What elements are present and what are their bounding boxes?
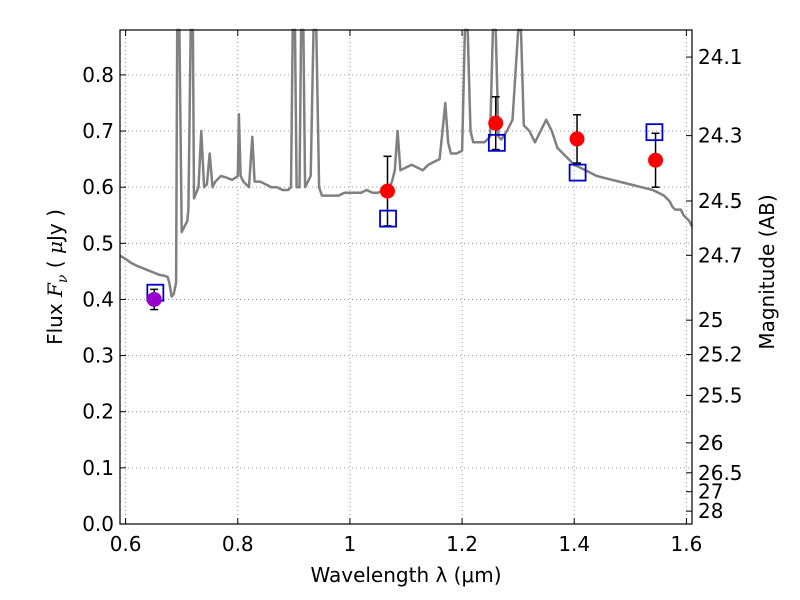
x-tick-label: 0.8 bbox=[222, 532, 254, 556]
right-tick-label: 25.5 bbox=[698, 383, 743, 407]
y-tick-label: 0.3 bbox=[82, 344, 114, 368]
y-tick-label: 0.6 bbox=[82, 175, 114, 199]
x-axis-label: Wavelength λ (μm) bbox=[310, 563, 501, 587]
synthetic-point bbox=[379, 209, 397, 228]
y-tick-label: 0.0 bbox=[82, 512, 114, 536]
y-tick-label: 0.7 bbox=[82, 119, 114, 143]
axis-ticks: 0.6 0.8 1 1.2 1.4 1.6 0.0 0.1 0.2 0.3 0.4 0.5 0.6 0.7… bbox=[82, 30, 743, 556]
x-tick-label: 1.2 bbox=[446, 532, 478, 556]
observed-point bbox=[146, 291, 162, 307]
right-tick-label: 24.1 bbox=[698, 45, 743, 69]
right-tick-label: 24.7 bbox=[698, 243, 743, 267]
model-spectrum-line bbox=[119, 28, 694, 298]
right-tick-label: 28 bbox=[698, 499, 723, 523]
x-tick-label: 1.4 bbox=[558, 532, 590, 556]
right-tick-label: 26 bbox=[698, 431, 723, 455]
plot-background bbox=[120, 30, 692, 524]
y-tick-label: 0.5 bbox=[82, 231, 114, 255]
y-tick-label: 0.8 bbox=[82, 63, 114, 87]
observed-point bbox=[379, 183, 395, 199]
right-tick-label: 24.3 bbox=[698, 124, 743, 148]
y-tick-label: 0.2 bbox=[82, 400, 114, 424]
grid-lines bbox=[120, 30, 692, 524]
right-axis-label: Magnitude (AB) bbox=[755, 194, 779, 349]
right-tick-label: 25 bbox=[698, 308, 723, 332]
x-tick-label: 1.6 bbox=[670, 532, 702, 556]
observed-point bbox=[569, 131, 585, 147]
synthetic-point bbox=[568, 163, 587, 182]
observed-photometry-group bbox=[146, 115, 664, 307]
x-tick-label: 0.6 bbox=[110, 532, 142, 556]
synthetic-point bbox=[487, 133, 506, 152]
synthetic-point bbox=[645, 123, 664, 142]
plot-frame bbox=[119, 29, 693, 525]
right-tick-label: 27 bbox=[698, 480, 723, 504]
right-tick-label: 25.2 bbox=[698, 342, 743, 366]
synthetic-photometry-group bbox=[146, 123, 664, 302]
observed-point bbox=[648, 152, 664, 168]
x-tick-label: 1 bbox=[344, 532, 357, 556]
y-tick-label: 0.1 bbox=[82, 456, 114, 480]
y-axis-label: Flux Fν ( μJy ) bbox=[43, 209, 71, 345]
model-spectrum-group bbox=[119, 28, 694, 298]
observed-point bbox=[488, 115, 504, 131]
right-tick-label: 26.5 bbox=[698, 461, 743, 485]
y-tick-label: 0.4 bbox=[82, 287, 114, 311]
right-tick-label: 24.5 bbox=[698, 189, 743, 213]
